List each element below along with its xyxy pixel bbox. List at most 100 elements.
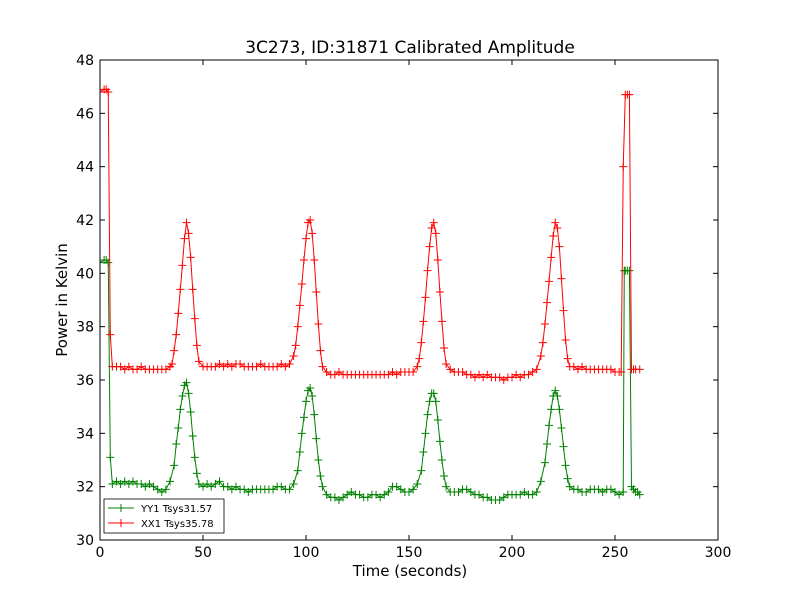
data-point — [291, 341, 300, 350]
data-point — [625, 90, 634, 99]
data-point — [617, 368, 626, 376]
data-point — [176, 405, 185, 414]
data-point — [413, 480, 422, 488]
data-point — [524, 370, 533, 379]
data-point — [116, 480, 125, 488]
data-point — [322, 368, 331, 376]
data-point — [104, 88, 113, 96]
data-point — [256, 360, 265, 368]
data-point — [302, 397, 310, 406]
data-point — [419, 448, 428, 456]
data-point — [161, 485, 170, 494]
legend-entries: YY1 Tsys31.57 XX1 Tsys35.78 — [108, 504, 214, 530]
data-point — [184, 389, 193, 398]
series-1 — [100, 85, 644, 384]
data-point — [520, 488, 529, 496]
x-tick-label: 0 — [96, 545, 105, 561]
data-point — [186, 408, 195, 416]
data-point — [190, 453, 199, 462]
plot-background — [100, 60, 718, 540]
data-point — [124, 480, 133, 488]
data-point — [462, 485, 471, 494]
data-point — [388, 368, 397, 376]
data-point — [174, 309, 183, 318]
legend-box — [103, 498, 225, 534]
data-point — [188, 432, 197, 440]
data-point — [120, 365, 129, 374]
series-0 — [100, 256, 644, 504]
data-point — [141, 482, 150, 491]
data-point — [244, 488, 253, 496]
data-point — [547, 253, 556, 262]
data-point — [611, 488, 619, 496]
x-tick-label: 250 — [602, 545, 629, 561]
data-point — [421, 429, 430, 438]
data-point — [363, 493, 372, 502]
data-point — [431, 397, 440, 406]
y-tick-label: 46 — [76, 106, 94, 122]
data-point — [433, 416, 442, 424]
data-point — [573, 365, 582, 374]
data-point — [619, 488, 628, 496]
data-point — [606, 365, 615, 374]
data-point — [293, 322, 302, 331]
data-point — [413, 362, 422, 371]
data-point — [380, 490, 389, 499]
data-point — [281, 362, 290, 371]
data-point — [166, 477, 175, 486]
y-tick-label: 40 — [76, 266, 94, 282]
data-point — [475, 490, 484, 499]
data-point — [207, 482, 216, 491]
data-point — [384, 488, 393, 496]
data-point — [419, 317, 428, 326]
data-point — [421, 293, 430, 302]
data-point — [433, 256, 442, 264]
chart-title: 3C273, ID:31871 Calibrated Amplitude — [245, 38, 575, 58]
data-point — [437, 317, 446, 326]
x-tick-label: 300 — [705, 545, 732, 561]
data-point — [312, 434, 321, 443]
data-point — [299, 413, 308, 422]
data-point — [483, 493, 492, 502]
data-point — [223, 482, 232, 491]
data-point — [186, 253, 195, 262]
data-point — [157, 488, 166, 496]
data-point — [137, 362, 146, 371]
data-point — [578, 362, 587, 371]
data-point — [606, 485, 615, 494]
data-point — [316, 346, 325, 355]
data-point — [330, 493, 339, 502]
data-point — [355, 490, 364, 499]
legend: YY1 Tsys31.57 XX1 Tsys35.78 — [103, 498, 225, 534]
data-point — [551, 386, 560, 395]
data-point — [314, 456, 323, 464]
data-point — [557, 274, 566, 283]
data-point — [330, 370, 339, 379]
data-point — [227, 362, 236, 371]
data-point — [199, 482, 207, 491]
data-point — [227, 485, 236, 494]
data-point — [314, 320, 323, 328]
data-point — [310, 256, 319, 264]
data-point — [116, 362, 125, 371]
data-point — [182, 378, 191, 387]
data-point — [563, 474, 572, 483]
legend-marker — [117, 504, 125, 512]
data-point — [215, 477, 224, 486]
data-point — [475, 370, 484, 379]
data-point — [100, 258, 104, 267]
x-tick-label: 150 — [396, 545, 423, 561]
data-point — [555, 242, 564, 251]
x-tick-label: 200 — [499, 545, 526, 561]
data-point — [495, 496, 504, 504]
data-point — [293, 466, 302, 475]
data-point — [215, 360, 224, 368]
y-tick-label: 38 — [76, 320, 94, 336]
data-point — [236, 360, 245, 368]
legend-label: XX1 Tsys35.78 — [141, 519, 214, 530]
data-point — [396, 485, 405, 494]
data-point — [178, 261, 187, 270]
data-point — [128, 477, 137, 486]
data-point — [565, 482, 574, 491]
